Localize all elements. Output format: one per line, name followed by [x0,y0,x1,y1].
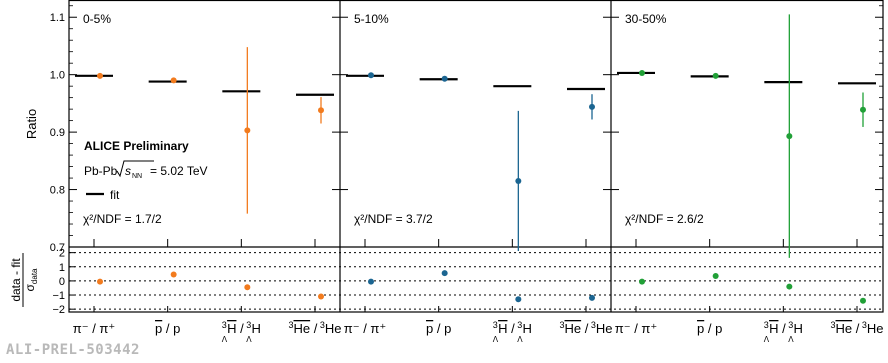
residual-y-axis-numerator: data - fit [9,258,23,302]
residual-point [441,270,448,277]
residual-y-tick-label: −1 [52,290,65,302]
residual-point [589,294,595,301]
x-tick-label-text: p / p [697,321,722,336]
residual-point [170,271,177,278]
energy-label: = 5.02 TeV [150,164,208,178]
residual-point [786,283,793,290]
residual-point [712,272,719,279]
residual-point [97,278,103,285]
x-tick-label-text: 3 ΛH / 3 ΛH [764,320,803,344]
residual-y-tick-label: 1 [59,262,65,274]
legend-fit-label: fit [110,188,120,202]
x-tick-label-text: π⁻ / π⁺ [344,321,387,336]
x-tick-label: π⁻ / π⁺ [615,321,658,336]
panel-0: 0-5% χ²/NDF = 1.7/2 [75,12,334,300]
x-tick-label-text: π⁻ / π⁺ [73,321,116,336]
sqrt-nn: NN [132,173,142,180]
data-point [244,127,251,134]
data-point [441,75,448,82]
y-tick-label: 0.9 [50,127,65,139]
system-label: Pb-Pb [84,164,118,178]
y-tick-label: 1.1 [50,12,65,24]
chi2-label: χ²/NDF = 1.7/2 [83,212,162,226]
y-axis-title: Ratio [24,109,39,139]
x-tick-label-text: 3He / 3He [288,320,341,336]
centrality-label: 30-50% [625,12,667,26]
x-tick-label-text: p / p [155,321,180,336]
data-point [97,72,103,79]
x-tick-label: 3He / 3He [830,320,883,336]
chi2-label: χ²/NDF = 2.6/2 [625,212,704,226]
x-tick-label-text: 3He / 3He [830,320,883,336]
x-tick-label: p / p [426,321,451,336]
panel-2: 30-50% χ²/NDF = 2.6/2 [617,12,876,304]
data-point [318,107,324,114]
residual-y-tick-label: −2 [52,304,65,316]
data-point [860,106,866,113]
x-tick-label: π⁻ / π⁺ [344,321,387,336]
x-tick-label: π⁻ / π⁺ [73,321,116,336]
x-tick-label: 3He / 3He [559,320,612,336]
sqrt-icon [116,160,154,178]
residual-y-axis-denominator: σdata [23,268,39,292]
data-point [589,103,595,110]
residual-point [515,296,522,303]
plot-frame [68,0,884,313]
x-tick-label-text: 3He / 3He [559,320,612,336]
residual-point [639,278,645,285]
x-tick-label-text: 3 ΛH / 3 ΛH [222,320,261,344]
chi2-label: χ²/NDF = 3.7/2 [354,212,433,226]
data-point [515,177,522,184]
data-point [712,72,719,79]
y-tick-label: 0.7 [50,242,65,254]
y-tick-label: 1.0 [50,70,65,82]
y-tick-label: 0.8 [50,185,65,197]
x-tick-label-text: 3 ΛH / 3 ΛH [493,320,532,344]
centrality-label: 0-5% [83,12,111,26]
x-tick-label: 3He / 3He [288,320,341,336]
panel-1: 5-10% χ²/NDF = 3.7/2 [346,12,605,303]
residual-y-tick-label: 0 [59,276,65,288]
experiment-label: ALICE Preliminary [84,139,189,153]
sqrt-s: s [125,164,131,178]
x-tick-label: p / p [155,321,180,336]
x-tick-label-text: π⁻ / π⁺ [615,321,658,336]
centrality-label: 5-10% [354,12,389,26]
x-tick-label: 3 ΛH / 3 ΛH [764,320,803,344]
residual-point [368,278,374,285]
x-tick-label-text: p / p [426,321,451,336]
data-point [786,133,793,140]
residual-point [318,293,324,300]
residual-point [244,284,251,291]
data-point [639,69,645,76]
residual-y-tick-label: 2 [59,248,65,260]
x-tick-label: 3 ΛH / 3 ΛH [222,320,261,344]
data-point [170,77,177,84]
data-point [368,72,374,79]
legend: ALICE Preliminary Pb-Pb s NN = 5.02 TeV fit [84,139,208,202]
preliminary-id-label: ALI-PREL-503442 [6,342,140,358]
residual-y-axis-title: data - fit σdata [9,253,39,307]
residual-point [860,297,866,304]
x-tick-label: 3 ΛH / 3 ΛH [493,320,532,344]
x-tick-label: p / p [697,321,722,336]
